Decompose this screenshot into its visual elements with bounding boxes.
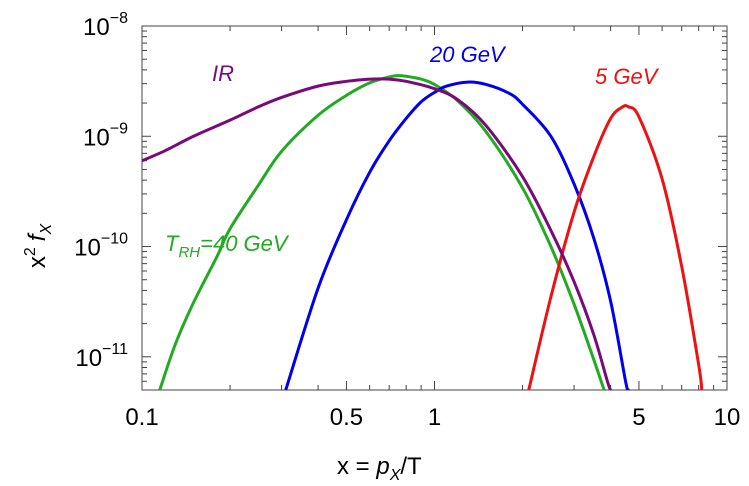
x-axis-title: x = pX/T: [337, 453, 422, 484]
y-axis-title-sup: 2: [22, 247, 39, 256]
y-tick-label-exponent: −8: [110, 10, 128, 27]
x-tick-label: 10: [714, 404, 741, 431]
x-axis-title-suffix: /T: [400, 453, 422, 480]
y-axis-title-base: x: [24, 256, 51, 268]
series-line-3: [142, 77, 613, 390]
y-tick-label-exponent: −10: [101, 231, 128, 248]
y-axis-title: x2 fX: [22, 223, 55, 269]
x-tick-label: 5: [632, 404, 645, 431]
label-ir: IR: [212, 61, 234, 86]
y-tick-label: 10−10: [74, 231, 128, 262]
y-tick-label-exponent: −9: [110, 120, 128, 137]
x-axis-title-prefix: x =: [337, 453, 376, 480]
x-axis-title-var: p: [375, 453, 389, 480]
label-trh40: TRH=40 GeV: [165, 231, 290, 261]
y-tick-label-mantissa: 10: [83, 14, 110, 41]
y-tick-label-mantissa: 10: [74, 235, 101, 262]
y-tick-label: 10−8: [83, 10, 128, 41]
x-tick-label: 1: [428, 404, 441, 431]
y-tick-label-mantissa: 10: [83, 124, 110, 151]
y-axis-title-var: f: [24, 232, 51, 241]
label-trh40-sub: RH: [178, 244, 200, 261]
y-tick-label-mantissa: 10: [75, 345, 102, 372]
series-line-0: [158, 74, 606, 390]
axis-ticks: [141, 25, 728, 391]
x-tick-label: 0.1: [125, 404, 158, 431]
y-tick-label: 10−11: [75, 341, 128, 372]
series-line-1: [284, 80, 630, 390]
series-line-2: [527, 103, 704, 390]
label-20gev: 20 GeV: [429, 42, 507, 67]
y-tick-label-exponent: −11: [102, 341, 128, 358]
label-5gev: 5 GeV: [595, 64, 660, 89]
y-tick-label: 10−9: [83, 120, 128, 151]
x-tick-label: 0.5: [330, 404, 363, 431]
curves: [142, 74, 704, 390]
label-trh40-t: T: [165, 231, 180, 256]
y-axis-title-sub: X: [38, 223, 55, 236]
x-axis-title-sub: X: [389, 467, 402, 484]
label-trh40-rest: =40 GeV: [200, 231, 290, 256]
